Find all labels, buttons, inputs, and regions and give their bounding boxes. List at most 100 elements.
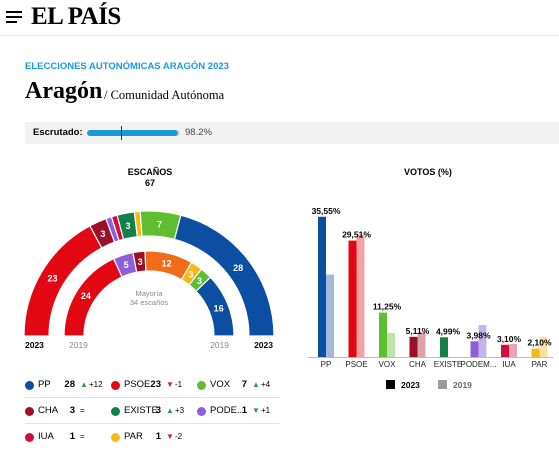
seat-label-2019-cs: 12	[162, 259, 172, 269]
vote-bar-2023-7[interactable]	[531, 348, 540, 357]
legend-party-name: CHA	[38, 405, 59, 416]
vote-bar-2023-0[interactable]	[318, 216, 326, 357]
vote-category-label-2: VOX	[379, 360, 397, 369]
escrutado-tick	[121, 126, 122, 140]
vote-bar-2019-2[interactable]	[387, 332, 395, 357]
legend-seat-count: 23	[150, 379, 161, 390]
legend-party-name: EXISTE	[124, 405, 158, 416]
majority-seats: 34 escaños	[130, 298, 169, 307]
legend-dot	[197, 407, 206, 416]
seat-label-2023-existe: 3	[126, 221, 131, 231]
legend-item-cha[interactable]: CHA 3 =	[25, 404, 109, 418]
escrutado-box: Escrutado: 98.2%	[25, 122, 559, 144]
vote-bar-2023-2[interactable]	[379, 312, 387, 357]
arrow-down-icon: ▼	[166, 432, 174, 441]
seat-arc-2019-cha[interactable]	[132, 250, 147, 273]
legend-item-vox[interactable]: VOX 7 ▲ +4	[197, 378, 281, 392]
year-2023-left: 2023	[25, 340, 44, 350]
page-subtitle: / Comunidad Autónoma	[104, 88, 225, 102]
legend-seat-count: 1	[155, 431, 161, 442]
vote-bar-2023-6[interactable]	[501, 344, 509, 357]
vote-value-label-4: 4,99%	[436, 326, 461, 336]
legend-seat-diff: +12	[89, 380, 103, 389]
vote-value-label-3: 5,11%	[406, 326, 430, 336]
legend-party-name: PP	[38, 379, 51, 390]
legend-item-par[interactable]: PAR 1 ▼ -2	[111, 430, 195, 444]
seat-label-2023-cha: 3	[100, 229, 105, 239]
seat-arc-2019-par[interactable]	[180, 261, 203, 286]
vote-bar-2023-4[interactable]	[440, 337, 448, 357]
legend-item-psoe[interactable]: PSOE 23 ▼ -1	[111, 378, 195, 392]
legend-seat-count: 1	[241, 405, 247, 416]
seat-arc-2023-iua[interactable]	[110, 214, 125, 242]
legend-divider-0	[25, 397, 280, 398]
vote-bar-2023-5[interactable]	[470, 341, 479, 357]
seat-arc-2023-vox[interactable]	[139, 210, 182, 241]
legend-label-2023: 2023	[401, 380, 420, 390]
legend-seat-diff: +1	[261, 406, 271, 415]
vote-category-label-0: PP	[321, 360, 332, 369]
section-kicker[interactable]: ELECCIONES AUTONÓMICAS ARAGÓN 2023	[25, 61, 229, 72]
seat-label-2023-pp: 28	[233, 263, 243, 273]
seat-arc-2019-podemos[interactable]	[112, 251, 138, 278]
escrutado-progress-fill	[87, 130, 179, 136]
seats-title: ESCAÑOS 67	[110, 167, 190, 189]
seat-arc-2023-psoe[interactable]	[23, 225, 103, 337]
legend-party-name: PAR	[124, 431, 143, 442]
vote-bar-2023-1[interactable]	[348, 240, 357, 357]
seat-arc-2019-vox[interactable]	[188, 268, 212, 292]
seat-label-2019-vox: 3	[197, 276, 202, 286]
year-2023-right: 2023	[254, 340, 273, 350]
legend-seat-count: 1	[69, 431, 75, 442]
legend-item-podemos[interactable]: PODE... 1 ▼ +1	[197, 404, 281, 418]
site-logo[interactable]: EL PAÍS	[31, 3, 121, 30]
vote-bar-2019-0[interactable]	[326, 274, 334, 357]
top-bar: EL PAÍS	[0, 0, 559, 36]
legend-dot	[25, 381, 34, 390]
year-2019-left: 2019	[69, 340, 88, 350]
legend-seat-diff: -1	[175, 380, 183, 389]
legend-seat-count: 28	[64, 379, 75, 390]
vote-bar-2019-5[interactable]	[478, 325, 487, 357]
legend-item-existe[interactable]: EXISTE 3 ▲ +3	[111, 404, 195, 418]
seat-label-2019-podemos: 5	[124, 260, 129, 270]
legend-item-iua[interactable]: IUA 1 =	[25, 430, 109, 444]
vote-value-label-6: 3,10%	[497, 334, 522, 344]
seat-arc-2023-cha[interactable]	[89, 217, 116, 249]
vote-value-label-0: 35,55%	[312, 206, 341, 216]
menu-icon[interactable]	[6, 11, 22, 23]
vote-bar-2019-3[interactable]	[417, 332, 426, 357]
legend-swatch-2019	[438, 380, 447, 389]
legend-item-pp[interactable]: PP 28 ▲ +12	[25, 378, 109, 392]
seat-arc-2023-par[interactable]	[133, 210, 143, 238]
vote-value-label-7: 2,10%	[527, 338, 552, 348]
vote-bar-2019-6[interactable]	[509, 343, 517, 357]
seat-label-2019-par: 3	[189, 269, 194, 279]
legend-seat-diff: +4	[261, 380, 271, 389]
vote-bar-2019-7[interactable]	[539, 336, 548, 357]
legend-dot	[111, 407, 120, 416]
seat-arc-2019-cs[interactable]	[144, 250, 193, 281]
seat-label-2019-pp: 16	[214, 304, 224, 314]
escrutado-label: Escrutado:	[33, 127, 83, 138]
seat-arc-2023-podemos[interactable]	[105, 216, 120, 243]
page-title: Aragón	[25, 78, 103, 104]
legend-seat-count: 7	[241, 379, 247, 390]
seat-arc-2023-existe[interactable]	[116, 211, 138, 241]
seat-arc-2019-pp[interactable]	[195, 276, 235, 337]
legend-seat-count: 3	[155, 405, 161, 416]
seats-title-label: ESCAÑOS	[127, 167, 173, 177]
vote-category-label-5: PODEM...	[460, 360, 496, 369]
seat-arc-2023-pp[interactable]	[173, 214, 275, 337]
vote-category-label-6: IUA	[502, 360, 516, 369]
escrutado-value: 98.2%	[185, 127, 212, 138]
legend-seat-diff: +3	[175, 406, 185, 415]
equal-icon: =	[80, 406, 85, 415]
vote-value-label-5: 3,98%	[466, 330, 491, 340]
vote-bar-2023-3[interactable]	[409, 336, 418, 357]
seat-arc-2019-psoe[interactable]	[63, 257, 123, 337]
seat-label-2023-vox: 7	[157, 219, 162, 229]
year-2019-right: 2019	[210, 340, 229, 350]
legend-divider-1	[25, 423, 280, 424]
vote-bar-2019-1[interactable]	[356, 234, 365, 357]
